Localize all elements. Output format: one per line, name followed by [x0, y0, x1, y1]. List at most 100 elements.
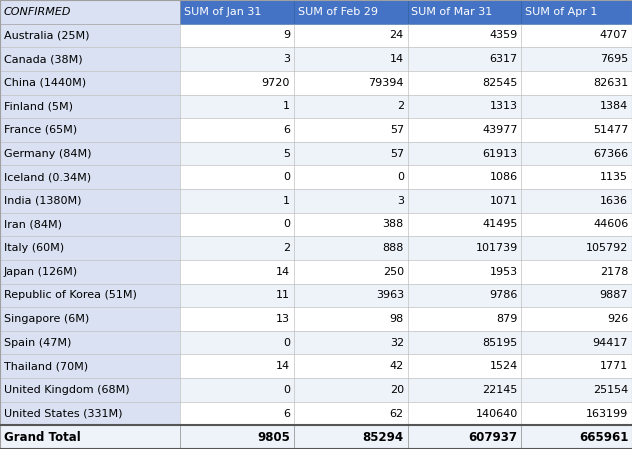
Text: Spain (47M): Spain (47M) — [4, 338, 71, 348]
Text: 20: 20 — [390, 385, 404, 395]
Bar — [408, 354, 521, 378]
Text: 9720: 9720 — [262, 78, 290, 88]
Text: 1086: 1086 — [489, 172, 518, 182]
Text: 22145: 22145 — [482, 385, 518, 395]
Bar — [408, 142, 521, 165]
Bar — [180, 260, 294, 284]
Text: 82631: 82631 — [593, 78, 628, 88]
Bar — [180, 213, 294, 236]
Text: 32: 32 — [390, 338, 404, 348]
Text: 9887: 9887 — [600, 291, 628, 300]
Text: 14: 14 — [276, 267, 290, 277]
Bar — [0, 24, 180, 47]
Bar — [294, 118, 408, 142]
Bar — [521, 260, 632, 284]
Text: Finland (5M): Finland (5M) — [4, 101, 73, 111]
Text: 51477: 51477 — [593, 125, 628, 135]
Text: France (65M): France (65M) — [4, 125, 77, 135]
Bar — [180, 118, 294, 142]
Bar — [0, 284, 180, 307]
Bar — [408, 165, 521, 189]
Bar — [180, 307, 294, 331]
Bar — [294, 307, 408, 331]
Text: 1: 1 — [283, 196, 290, 206]
Bar — [0, 260, 180, 284]
Text: 1636: 1636 — [600, 196, 628, 206]
Text: SUM of Mar 31: SUM of Mar 31 — [411, 7, 493, 17]
Text: 388: 388 — [382, 220, 404, 229]
Bar — [521, 307, 632, 331]
Text: 2: 2 — [397, 101, 404, 111]
Text: SUM of Jan 31: SUM of Jan 31 — [184, 7, 261, 17]
Text: 85195: 85195 — [482, 338, 518, 348]
Bar — [180, 378, 294, 402]
Bar — [521, 284, 632, 307]
Text: 9: 9 — [283, 31, 290, 40]
Text: 9805: 9805 — [257, 431, 290, 444]
Text: 3: 3 — [283, 54, 290, 64]
Text: 105792: 105792 — [586, 243, 628, 253]
Bar — [521, 425, 632, 449]
Bar — [0, 142, 180, 165]
Bar — [408, 24, 521, 47]
Text: 2178: 2178 — [600, 267, 628, 277]
Bar — [408, 260, 521, 284]
Bar — [0, 425, 180, 449]
Bar — [408, 331, 521, 354]
Text: China (1440M): China (1440M) — [4, 78, 86, 88]
Text: 1524: 1524 — [489, 361, 518, 371]
Bar — [180, 0, 294, 24]
Text: 879: 879 — [496, 314, 518, 324]
Bar — [521, 189, 632, 213]
Bar — [521, 402, 632, 425]
Bar — [521, 95, 632, 118]
Bar — [294, 165, 408, 189]
Text: Grand Total: Grand Total — [4, 431, 80, 444]
Text: Canada (38M): Canada (38M) — [4, 54, 82, 64]
Bar — [0, 118, 180, 142]
Text: 11: 11 — [276, 291, 290, 300]
Bar — [408, 236, 521, 260]
Bar — [180, 354, 294, 378]
Text: 0: 0 — [283, 385, 290, 395]
Bar — [0, 189, 180, 213]
Bar — [408, 95, 521, 118]
Text: 1135: 1135 — [600, 172, 628, 182]
Bar — [294, 213, 408, 236]
Text: 3: 3 — [397, 196, 404, 206]
Bar — [0, 213, 180, 236]
Text: Republic of Korea (51M): Republic of Korea (51M) — [4, 291, 137, 300]
Bar — [521, 0, 632, 24]
Bar — [180, 331, 294, 354]
Bar — [521, 71, 632, 95]
Bar — [0, 402, 180, 425]
Text: 13: 13 — [276, 314, 290, 324]
Text: Germany (84M): Germany (84M) — [4, 149, 91, 158]
Bar — [0, 165, 180, 189]
Bar — [521, 142, 632, 165]
Text: 0: 0 — [283, 338, 290, 348]
Bar — [408, 189, 521, 213]
Text: 140640: 140640 — [475, 409, 518, 418]
Bar — [294, 284, 408, 307]
Text: Iceland (0.34M): Iceland (0.34M) — [4, 172, 91, 182]
Bar — [408, 284, 521, 307]
Text: 79394: 79394 — [368, 78, 404, 88]
Text: 25154: 25154 — [593, 385, 628, 395]
Text: 41495: 41495 — [482, 220, 518, 229]
Text: 62: 62 — [390, 409, 404, 418]
Bar — [180, 425, 294, 449]
Bar — [294, 425, 408, 449]
Bar — [294, 71, 408, 95]
Text: United Kingdom (68M): United Kingdom (68M) — [4, 385, 130, 395]
Bar — [294, 95, 408, 118]
Text: United States (331M): United States (331M) — [4, 409, 123, 418]
Bar — [180, 402, 294, 425]
Text: 607937: 607937 — [468, 431, 518, 444]
Bar — [180, 189, 294, 213]
Text: CONFIRMED: CONFIRMED — [4, 7, 71, 17]
Text: 85294: 85294 — [363, 431, 404, 444]
Text: 1071: 1071 — [489, 196, 518, 206]
Bar — [294, 24, 408, 47]
Text: 0: 0 — [283, 172, 290, 182]
